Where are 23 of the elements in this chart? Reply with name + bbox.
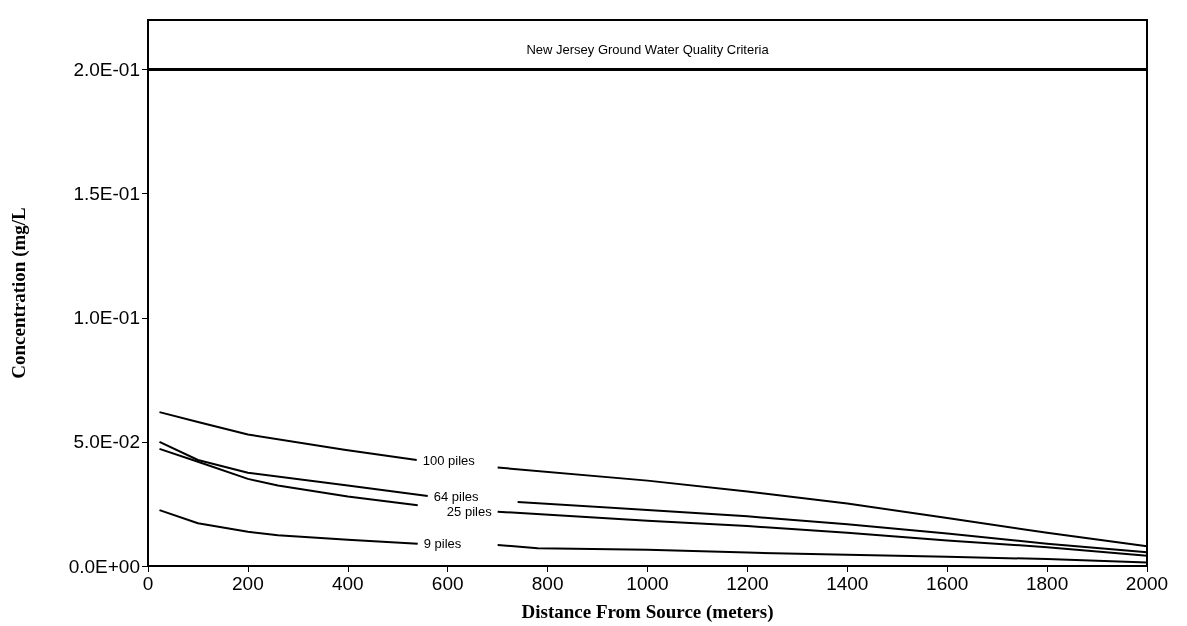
y-tick-label: 0.0E+00 xyxy=(68,555,140,577)
x-tick-label: 1200 xyxy=(726,573,769,594)
series-label: 100 piles xyxy=(422,452,476,468)
y-tick-label: 2.0E-01 xyxy=(73,59,140,81)
ref-line-label: New Jersey Ground Water Quality Criteria xyxy=(526,41,770,57)
y-tick-label: 1.5E-01 xyxy=(73,183,140,205)
x-tick-label: 0 xyxy=(142,573,154,594)
x-tick-label: 1800 xyxy=(1025,573,1069,594)
series-label: 25 piles xyxy=(446,504,493,520)
x-tick-label: 200 xyxy=(232,573,264,594)
x-tick-label: 600 xyxy=(431,573,464,594)
x-tick-label: 1000 xyxy=(626,573,669,594)
y-tick-label: 1.0E-01 xyxy=(73,307,140,329)
y-tick-label: 5.0E-02 xyxy=(73,431,140,453)
x-tick-label: 2000 xyxy=(1125,573,1169,594)
series-label: 9 piles xyxy=(423,536,462,552)
y-axis-title: Concentration (mg/L xyxy=(8,207,30,379)
x-tick-label: 400 xyxy=(331,573,364,594)
x-tick-label: 1400 xyxy=(826,573,869,594)
series-label: 64 piles xyxy=(433,488,480,504)
x-tick-label: 1600 xyxy=(926,573,969,594)
x-axis-title: Distance From Source (meters) xyxy=(521,601,774,623)
x-tick-label: 800 xyxy=(531,573,564,594)
